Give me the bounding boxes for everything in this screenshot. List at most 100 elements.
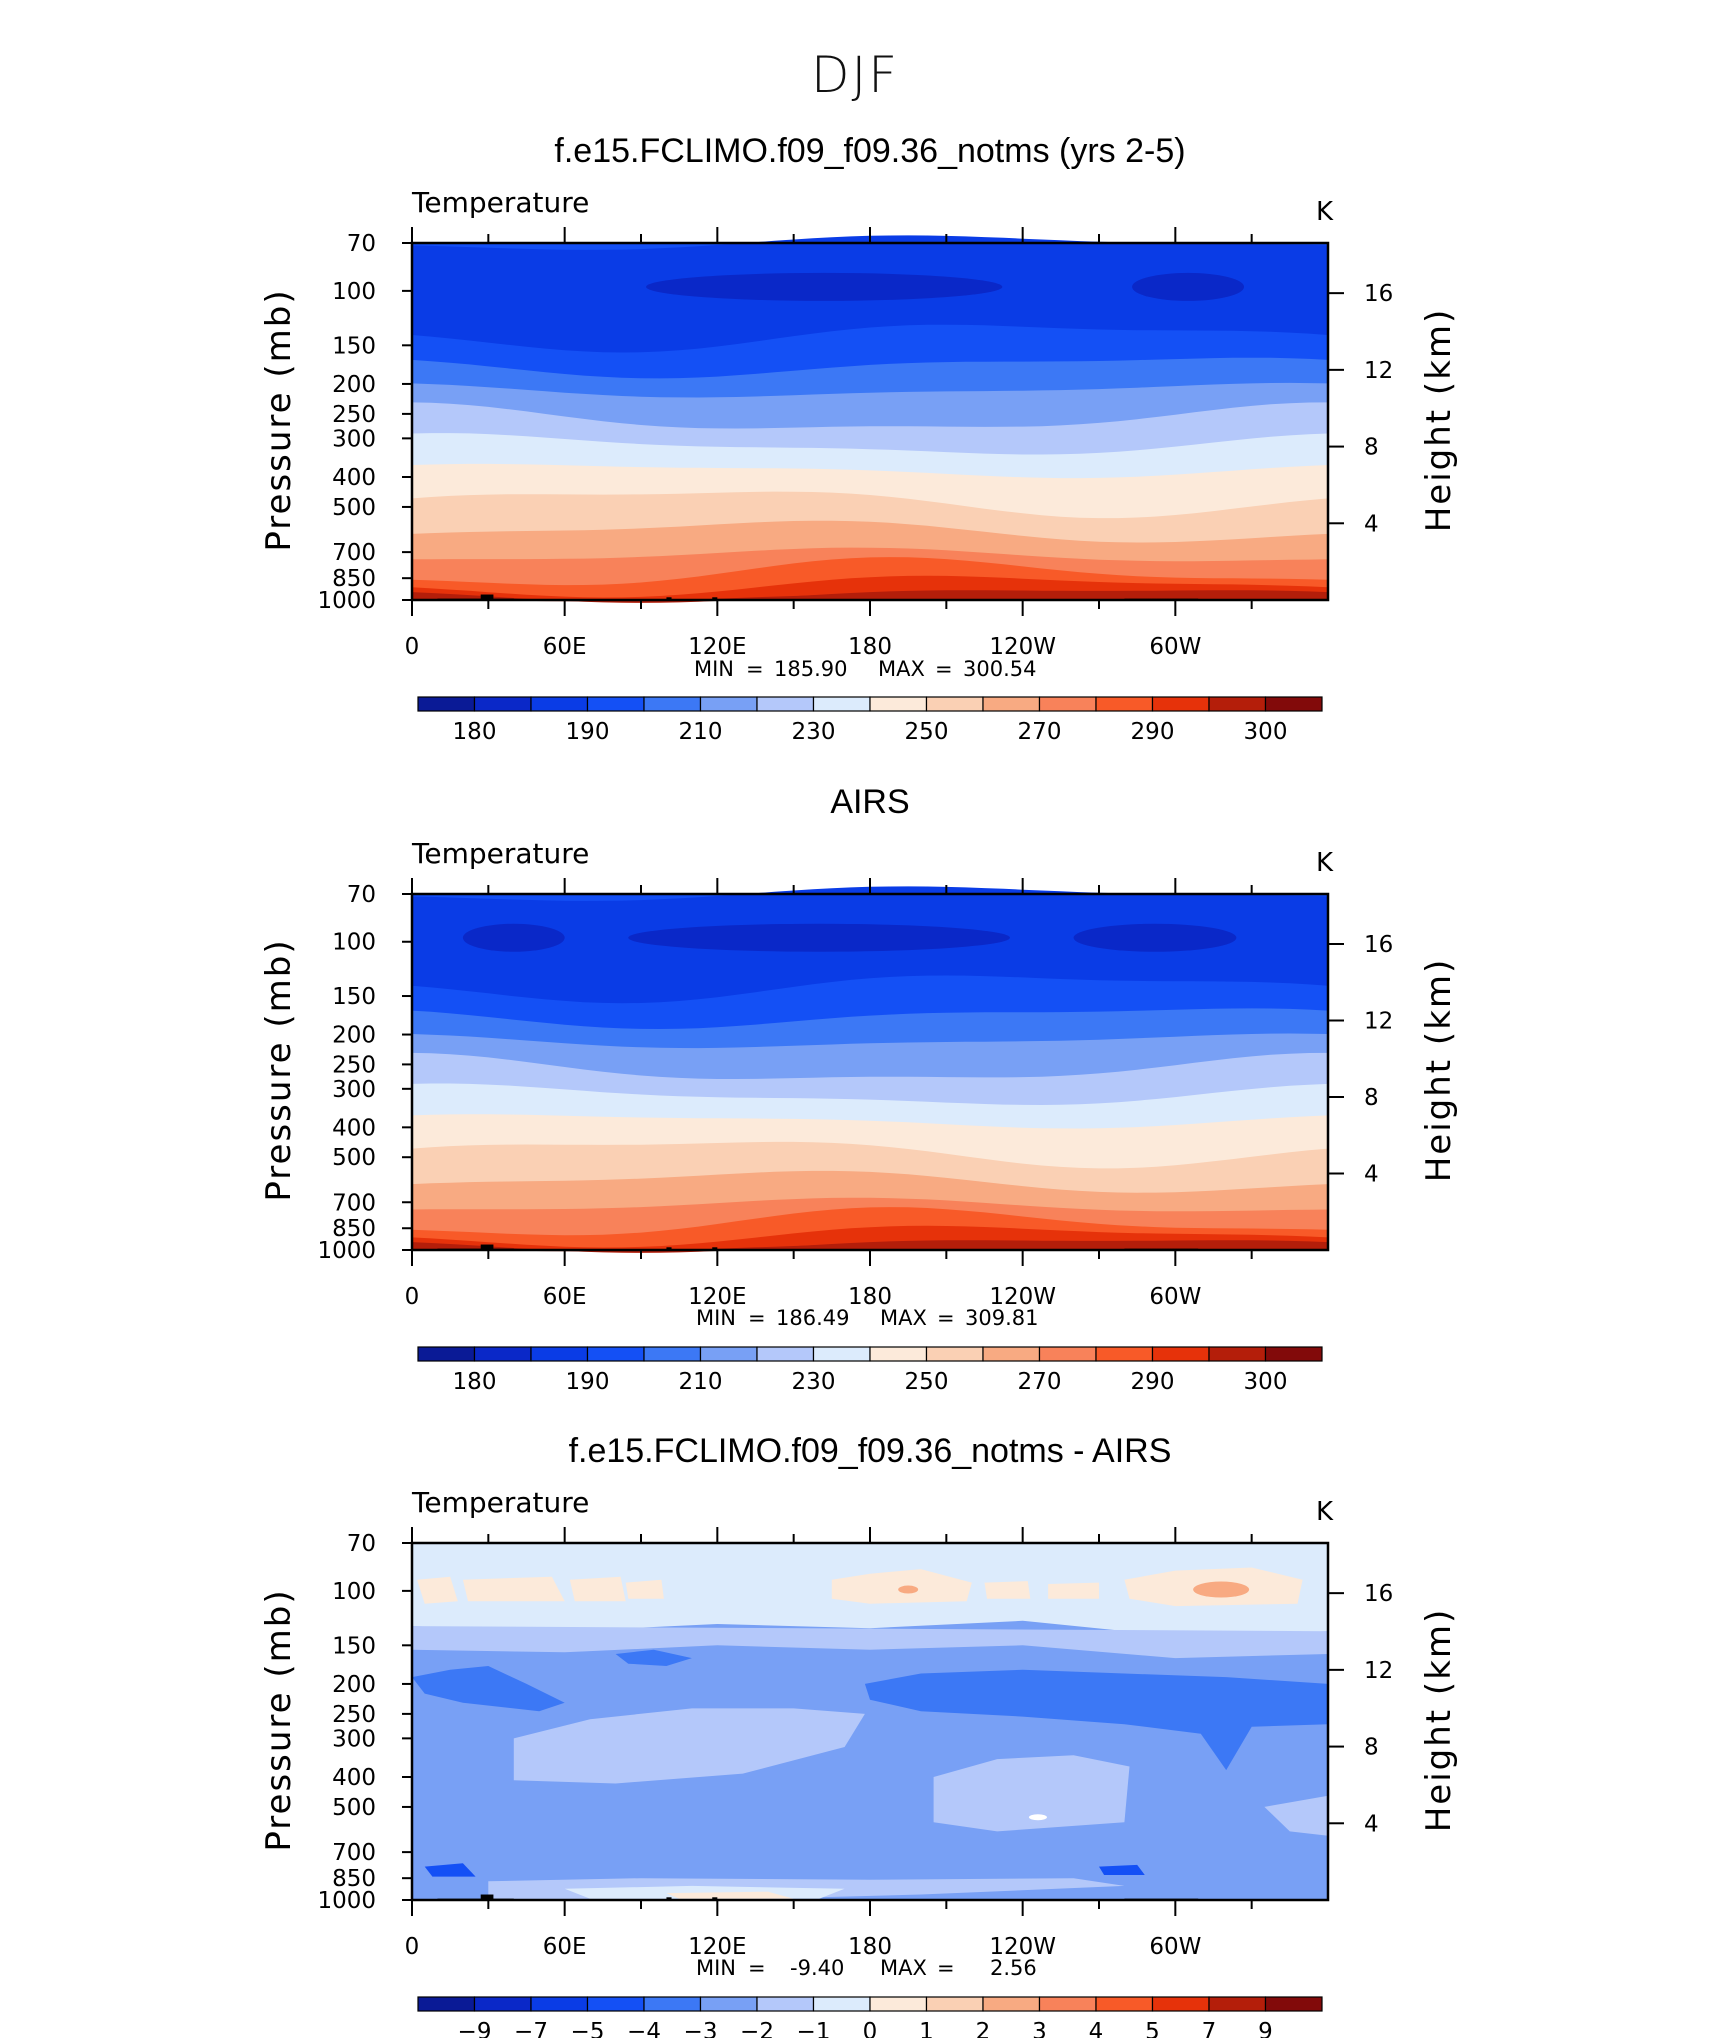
- panel-3-colorbar-box: [1095, 1996, 1154, 2012]
- panel-3-colorbar-box: [812, 1996, 871, 2012]
- panel-3-height-label: 4: [1364, 1811, 1379, 1837]
- panel-3-colorbar-label: 7: [1202, 2019, 1217, 2038]
- panel-1-xtick-label: 120E: [688, 634, 746, 660]
- panel-2-pressure-label: 700: [332, 1190, 376, 1216]
- panel-1-min-value: 185.90: [774, 657, 847, 681]
- panel-3-min-value: -9.40: [790, 1956, 844, 1980]
- panel-2-colorbar-label: 210: [679, 1369, 723, 1395]
- panel-3-anomaly-region: [625, 1579, 664, 1599]
- panel-3-min-label: MIN: [696, 1956, 736, 1980]
- panel-2-min-eq: =: [748, 1306, 766, 1330]
- panel-3-pressure-label: 150: [332, 1633, 376, 1659]
- panel-3-max-label: MAX: [880, 1956, 927, 1980]
- panel-1-pressure-label: 400: [332, 465, 376, 491]
- panel-1-min-eq: =: [746, 657, 764, 681]
- panel-3-colorbar-box: [586, 1996, 645, 2012]
- panel-3-colorbar-box: [1151, 1996, 1210, 2012]
- panel-3-colorbar-label: 4: [1089, 2019, 1104, 2038]
- panel-3-xtick-label: 60W: [1149, 1934, 1201, 1960]
- panel-1-pressure-label: 1000: [317, 588, 376, 614]
- panel-3-terrain: [666, 1897, 672, 1900]
- panel-2-pressure-label: 100: [332, 930, 376, 956]
- panel-3-anomaly-region: [412, 1666, 565, 1712]
- panel-2-colorbar-box: [869, 1346, 928, 1362]
- panel-1-cold-core: [646, 272, 1003, 301]
- panel-2-pressure-label: 400: [332, 1115, 376, 1141]
- panel-2-colorbar-box: [643, 1346, 702, 1362]
- panel-2-min-label: MIN: [696, 1306, 736, 1330]
- panel-2-max-eq: =: [937, 1306, 955, 1330]
- panel-3-anomaly-region: [424, 1863, 476, 1877]
- panel-2-max-value: 309.81: [965, 1306, 1038, 1330]
- panel-2-colorbar-box: [1095, 1346, 1154, 1362]
- panel-3-colorbar-label: 1: [919, 2019, 934, 2038]
- panel-2-colorbar-box: [473, 1346, 532, 1362]
- panel-2-pressure-label: 1000: [317, 1238, 376, 1264]
- panel-3-xtick-label: 120E: [688, 1934, 746, 1960]
- panel-2-units: K: [1316, 848, 1334, 878]
- panel-3-anomaly-region: [1028, 1814, 1047, 1821]
- panel-1-terrain: [480, 594, 494, 600]
- panel-2-xtick-label: 120W: [989, 1284, 1056, 1310]
- panel-2-colorbar-box: [417, 1346, 476, 1362]
- panel-2-colorbar: 180 190 210 230 250 270 290 300: [417, 1346, 1323, 1395]
- panel-1-colorbar-box: [643, 696, 702, 712]
- panel-3-colorbar-label: −4: [627, 2019, 661, 2038]
- panel-3-min-eq: =: [748, 1956, 766, 1980]
- panel-2-ylabel-right: Height (km): [1419, 958, 1459, 1183]
- panel-1-pressure-label: 70: [347, 231, 376, 257]
- panel-1-max-value: 300.54: [963, 657, 1036, 681]
- panel-2-pressure-label: 200: [332, 1023, 376, 1049]
- panel-3-anomaly-region: [864, 1669, 1328, 1771]
- panel-1-xtick-label: 0: [405, 634, 420, 660]
- panel-2-height-label: 12: [1364, 1009, 1393, 1035]
- panel-3-colorbar-box: [1208, 1996, 1267, 2012]
- panel-2-colorbar-box: [982, 1346, 1041, 1362]
- panel-2: AIRS Temperature K Pressure (mb) Height …: [259, 783, 1459, 1395]
- panel-2-pressure-label: 70: [347, 882, 376, 908]
- panel-3-max-eq: =: [937, 1956, 955, 1980]
- panel-3-colorbar-label: −7: [514, 2019, 548, 2038]
- panel-3-pressure-label: 400: [332, 1765, 376, 1791]
- panel-1-colorbar-label: 270: [1018, 719, 1062, 745]
- panel-3-colorbar-box: [699, 1996, 758, 2012]
- panel-3-anomaly-region: [462, 1576, 565, 1602]
- panel-3-height-label: 12: [1364, 1658, 1393, 1684]
- panel-3-pressure-label: 70: [347, 1531, 376, 1557]
- panel-3-ylabel-left: Pressure (mb): [259, 1588, 299, 1851]
- panel-2-colorbar-box: [1208, 1346, 1267, 1362]
- panel-1-colorbar-label: 250: [905, 719, 949, 745]
- panel-1-height-label: 12: [1364, 358, 1393, 384]
- panel-3-colorbar: −9 −7 −5 −4 −3 −2 −1 0 1 2 3 4 5 7 9: [417, 1996, 1323, 2042]
- panel-1-colorbar-box: [1264, 696, 1323, 712]
- panel-1-xtick-label: 60E: [543, 634, 587, 660]
- panel-2-terrain: [480, 1244, 494, 1250]
- panel-1-ylabel-left: Pressure (mb): [259, 288, 299, 551]
- panel-3-anomaly-region: [984, 1581, 1031, 1599]
- panel-1-colorbar-box: [812, 696, 871, 712]
- panel-3-xtick-label: 120W: [989, 1934, 1056, 1960]
- panel-3-anomaly-region: [417, 1576, 458, 1604]
- panel-2-terrain: [666, 1247, 672, 1250]
- panel-3-height-label: 8: [1364, 1735, 1379, 1761]
- panel-2-field-label: Temperature: [411, 837, 589, 870]
- panel-3-anomaly-region: [831, 1569, 972, 1604]
- panel-2-colorbar-label: 290: [1131, 1369, 1175, 1395]
- panel-3-pressure-label: 100: [332, 1579, 376, 1605]
- panel-3-colorbar-label: −2: [740, 2019, 774, 2038]
- panel-1-colorbar-box: [699, 696, 758, 712]
- panel-2-xtick-label: 60W: [1149, 1284, 1201, 1310]
- panel-2-colorbar-label: 250: [905, 1369, 949, 1395]
- panel-3-colorbar-box: [530, 1996, 589, 2012]
- panel-2-stats: MIN = 186.49 MAX = 309.81: [696, 1306, 1038, 1330]
- page-title: DJF: [811, 46, 899, 104]
- panel-1-pressure-label: 100: [332, 279, 376, 305]
- panel-3-title: f.e15.FCLIMO.f09_f09.36_notms - AIRS: [569, 1432, 1172, 1470]
- panel-2-xtick-label: 180: [848, 1284, 892, 1310]
- panel-3-anomaly-region: [412, 1626, 1328, 1659]
- panel-1-height-label: 8: [1364, 435, 1379, 461]
- panel-1-colorbar: 180 190 210 230 250 270 290 300: [417, 696, 1323, 745]
